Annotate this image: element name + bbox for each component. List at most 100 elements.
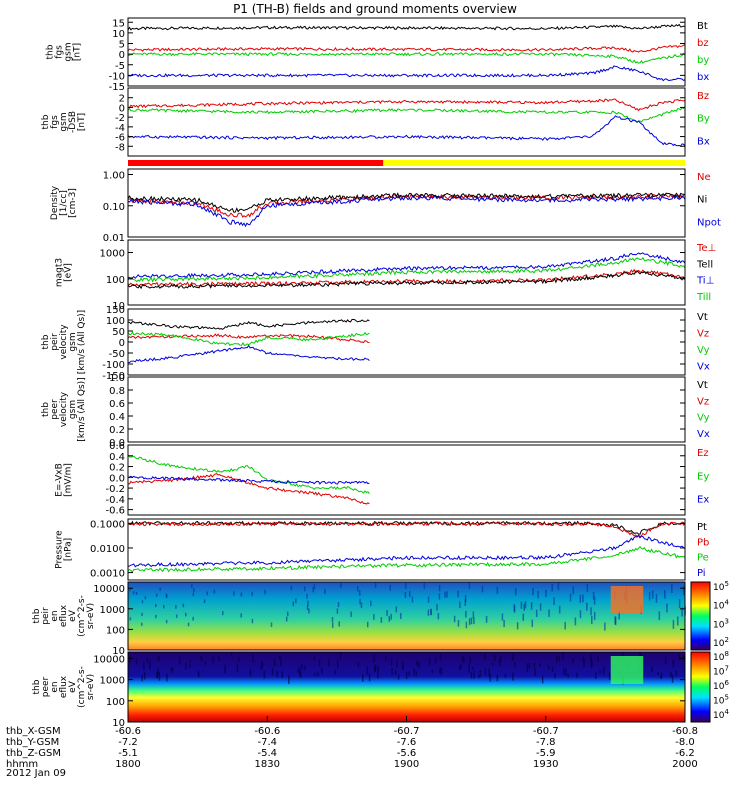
spectrogram-speckle: [155, 593, 158, 597]
spectrogram-speckle: [405, 671, 408, 680]
spectrogram-speckle: [303, 586, 306, 592]
spectrogram-speckle: [391, 667, 393, 676]
spectrogram-speckle: [373, 654, 375, 663]
y-tick-label: 0.6: [109, 399, 125, 410]
spectrogram-speckle: [576, 672, 578, 678]
series-line-Bt: [128, 23, 685, 31]
spectrogram-speckle: [204, 661, 206, 666]
spectrogram-speckle: [187, 622, 190, 627]
legend-Pt: Pt: [697, 522, 707, 533]
panel-9: 105 104 103 102 10000 1000 100 10 thbpeireneflux…: [32, 580, 729, 657]
spectrogram-speckle: [520, 601, 523, 609]
legend-Vz: Vz: [697, 396, 709, 407]
legend-Vy: Vy: [697, 413, 710, 424]
x-tick-label-Y: -7.2: [118, 737, 138, 748]
y-axis-label: thbpeerenefluxeV(cm^2-s-sr-eV): [32, 666, 96, 708]
y-axis-label: thbpeirvelocitygsm[km/s (All Qs)]: [41, 310, 87, 374]
spectrogram-speckle: [251, 591, 253, 597]
spectrogram-speckle: [290, 585, 293, 591]
spectrogram-speckle: [533, 663, 536, 667]
legend-Npot: Npot: [697, 217, 721, 228]
panel-4: Te⊥ Tell Ti⊥ Till 1000 100 10 magt3[eV]: [55, 239, 716, 312]
spectrogram-speckle: [538, 663, 541, 667]
series-line-bx: [128, 65, 685, 82]
spectrogram-speckle: [331, 617, 334, 623]
spectrogram-speckle: [651, 590, 654, 599]
spectrogram-speckle: [165, 619, 168, 624]
spectrogram-speckle: [260, 661, 263, 670]
y-tick-label: 1.00: [103, 171, 125, 182]
spectrogram-speckle: [572, 658, 574, 664]
spectrogram-speckle: [438, 593, 441, 600]
spectrogram-speckle: [664, 590, 666, 599]
legend-by: by: [697, 55, 709, 66]
x-tick-label-Y: -8.0: [675, 737, 695, 748]
series-line-Vz: [128, 333, 370, 344]
spectrogram-speckle: [199, 655, 202, 659]
y-tick-label: 10: [112, 301, 125, 312]
spectrogram-speckle: [590, 661, 593, 668]
spectrogram-speckle: [470, 617, 473, 625]
series-line-Vx: [128, 344, 370, 364]
y-tick-label: 2: [119, 94, 125, 105]
spectrogram-speckle: [569, 593, 572, 602]
series-line-Npot: [128, 194, 685, 228]
spectrogram-speckle: [191, 584, 193, 588]
spectrogram-speckle: [251, 618, 254, 624]
spectrogram-speckle: [313, 656, 316, 661]
spectrogram-speckle: [660, 675, 663, 680]
spectrogram-speckle: [178, 657, 181, 665]
spectrogram-speckle: [582, 655, 585, 662]
spectrogram-speckle: [339, 652, 342, 660]
spectrogram-speckle: [389, 584, 392, 591]
spectrogram-speckle: [564, 621, 566, 630]
y-tick-label: 15: [112, 18, 125, 29]
spectrogram-speckle: [481, 585, 484, 593]
y-axis-label: thbpeervelocitygsm[km/s (All Qs)]: [41, 377, 87, 441]
spectrogram-speckle: [496, 586, 499, 594]
spectrogram-speckle: [593, 611, 596, 620]
spectrogram-speckle: [206, 591, 208, 596]
y-axis-label: magt3[eV]: [55, 258, 74, 287]
x-tick-label-Z: -5.4: [257, 748, 277, 759]
panel-frame: [127, 376, 686, 443]
spectrogram-speckle: [461, 655, 464, 662]
mode-bar-segment-1: [383, 160, 685, 166]
spectrogram-speckle: [324, 588, 326, 594]
series-line-Ex: [128, 475, 370, 485]
spectrogram-speckle: [485, 615, 488, 623]
spectrogram-speckle: [273, 658, 276, 667]
x-row-label: thb_Y-GSM: [6, 737, 59, 748]
spectrogram-speckle: [337, 601, 340, 608]
panel-3: Ne Ni Npot 1.00 0.10 0.01 Density[1/cc][cm-3]: [50, 168, 721, 244]
y-tick-label: -15: [109, 82, 125, 93]
spectrogram-speckle: [281, 671, 283, 679]
spectrogram-speckle: [370, 600, 372, 607]
spectrogram-speckle: [129, 655, 131, 663]
panel-frame: [127, 239, 686, 306]
panel-1: Bz By Bx 20-2-4-6-8 thbfgsgsm-DSB[nT]: [41, 87, 710, 157]
spectrogram-speckle: [298, 666, 301, 676]
y-tick-label: 0.01: [103, 233, 125, 244]
y-tick-label: 100: [106, 275, 125, 286]
y-tick-label: -150: [102, 371, 125, 382]
spectrogram-speckle: [331, 622, 334, 628]
y-axis-label: thbpeirenefluxeV(cm^2-s-sr-eV): [32, 595, 96, 637]
spectrogram-speckle: [236, 663, 239, 673]
spectrogram-speckle: [503, 619, 505, 628]
spectrogram-speckle: [463, 656, 465, 663]
spectrogram-speckle: [396, 660, 398, 668]
spectrogram-speckle: [551, 667, 554, 673]
y-tick-label: 10: [112, 718, 125, 729]
legend-Pi: Pi: [697, 568, 706, 579]
spectrogram-speckle: [388, 615, 391, 622]
y-tick-label: 1000: [100, 605, 125, 616]
y-tick-label: -8: [115, 142, 125, 153]
spectrogram-speckle: [557, 582, 560, 590]
spectrogram-speckle: [483, 653, 486, 659]
y-tick-label: 0.8: [109, 386, 125, 397]
spectrogram-speckle: [586, 602, 588, 611]
spectrogram-speckle: [163, 605, 165, 609]
series-line-Bx: [128, 115, 685, 147]
